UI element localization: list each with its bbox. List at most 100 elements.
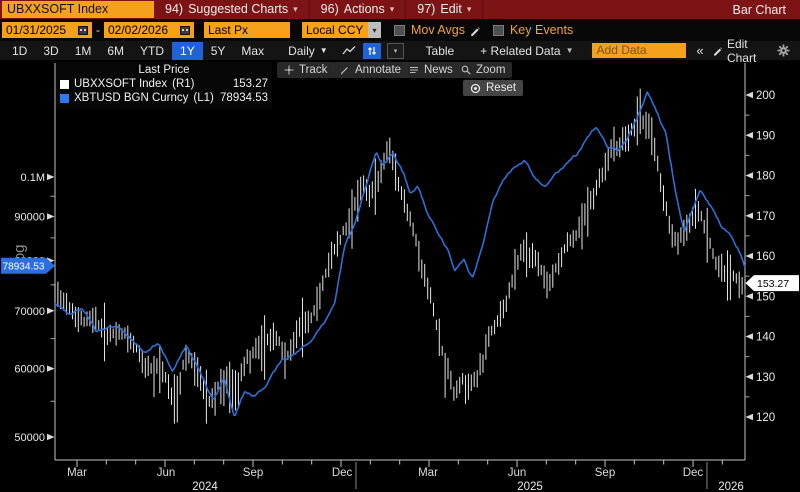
magnifier-icon bbox=[461, 65, 471, 75]
related-data-label: + Related Data bbox=[480, 43, 561, 58]
calendar-icon[interactable] bbox=[180, 25, 190, 35]
menu-label: Suggested Charts bbox=[188, 2, 289, 16]
table-button[interactable]: Table bbox=[425, 43, 455, 58]
annotate-button[interactable]: Annotate bbox=[333, 62, 409, 78]
svg-text:180: 180 bbox=[756, 171, 775, 183]
edit-chart-button[interactable]: Edit Chart bbox=[712, 37, 777, 65]
svg-text:Dec: Dec bbox=[683, 467, 704, 479]
series-last-value: 153.27 bbox=[232, 78, 268, 90]
chevron-down-icon bbox=[390, 0, 395, 19]
series-name: UBXXSOFT Index bbox=[74, 78, 168, 90]
annotate-pencil-icon bbox=[341, 67, 348, 75]
svg-text:2024: 2024 bbox=[192, 481, 218, 492]
menu-number: 96) bbox=[320, 2, 339, 16]
zoom-button[interactable]: Zoom bbox=[454, 62, 513, 78]
chevron-down-icon bbox=[467, 0, 472, 19]
range-1d[interactable]: 1D bbox=[12, 43, 28, 58]
svg-text:90000: 90000 bbox=[14, 211, 45, 223]
settings-button[interactable] bbox=[777, 44, 790, 57]
gear-icon bbox=[777, 44, 790, 57]
calendar-icon[interactable] bbox=[78, 25, 88, 35]
series-swatch-white bbox=[60, 79, 69, 89]
news-icon bbox=[410, 66, 418, 74]
line-chart-icon[interactable] bbox=[340, 43, 359, 59]
date-from-field[interactable]: 01/31/2025 bbox=[2, 22, 92, 38]
add-data-input[interactable]: Add Data bbox=[591, 43, 687, 58]
title-bar: UBXXSOFT Index 94) Suggested Charts 96) … bbox=[0, 0, 800, 19]
menu-actions[interactable]: 96) Actions bbox=[310, 0, 407, 19]
control-bar: 01/31/2025 - 02/02/2026 Last Px Local CC… bbox=[0, 19, 800, 41]
currency-selector[interactable]: Local CCY ▾ bbox=[302, 22, 381, 38]
reset-button[interactable]: Reset bbox=[463, 80, 524, 96]
svg-text:200: 200 bbox=[756, 90, 775, 102]
svg-text:Sep: Sep bbox=[595, 467, 615, 479]
range-ytd[interactable]: YTD bbox=[140, 43, 165, 58]
svg-text:2025: 2025 bbox=[517, 481, 543, 492]
price-chart[interactable]: 50000600007000080000900000.1MLog12013014… bbox=[0, 60, 800, 492]
svg-text:Mar: Mar bbox=[67, 467, 87, 479]
svg-text:70000: 70000 bbox=[14, 306, 45, 318]
mov-avgs-checkbox[interactable] bbox=[394, 24, 405, 36]
legend-row-ubxxsoft[interactable]: UBXXSOFT Index (R1) 153.27 bbox=[60, 77, 268, 91]
zoom-label: Zoom bbox=[476, 64, 506, 76]
track-crosshair-icon bbox=[284, 65, 294, 75]
series-axis: (R1) bbox=[172, 78, 195, 90]
menu-edit[interactable]: 97) Edit bbox=[406, 0, 484, 19]
svg-text:Mar: Mar bbox=[418, 467, 438, 479]
price-field-selector[interactable]: Last Px bbox=[204, 22, 290, 38]
range-max[interactable]: Max bbox=[241, 43, 265, 58]
edit-chart-label: Edit Chart bbox=[726, 36, 757, 65]
svg-text:150: 150 bbox=[756, 291, 775, 303]
normalize-icon[interactable] bbox=[362, 42, 382, 59]
svg-text:140: 140 bbox=[756, 332, 775, 344]
pencil-icon bbox=[713, 47, 722, 56]
currency-value: Local CCY bbox=[306, 23, 364, 37]
series-last-value: 78934.53 bbox=[220, 92, 268, 104]
menu-number: 97) bbox=[417, 2, 436, 16]
svg-text:130: 130 bbox=[756, 372, 775, 384]
legend-title: Last Price bbox=[138, 64, 190, 76]
annotate-label: Annotate bbox=[355, 64, 402, 76]
track-label: Track bbox=[299, 64, 328, 76]
range-1y[interactable]: 1Y bbox=[172, 41, 203, 60]
track-button[interactable]: Track bbox=[277, 62, 335, 78]
collapse-toolbar-button[interactable]: « bbox=[696, 43, 704, 58]
svg-text:Sep: Sep bbox=[243, 467, 263, 479]
range-6m[interactable]: 6M bbox=[107, 43, 125, 58]
menu-label: Actions bbox=[343, 2, 385, 16]
mov-avgs-label: Mov Avgs bbox=[411, 23, 465, 37]
range-5y[interactable]: 5Y bbox=[210, 43, 226, 58]
chevron-down-icon bbox=[566, 42, 574, 60]
chart-options-dropdown[interactable] bbox=[387, 42, 404, 59]
date-range-separator: - bbox=[96, 23, 100, 37]
svg-text:Dec: Dec bbox=[332, 467, 353, 479]
svg-text:60000: 60000 bbox=[14, 364, 45, 376]
range-1m[interactable]: 1M bbox=[74, 43, 92, 58]
svg-text:153.27: 153.27 bbox=[757, 278, 789, 290]
range-3d[interactable]: 3D bbox=[43, 43, 59, 58]
chevron-down-icon bbox=[320, 42, 328, 60]
pencil-icon[interactable] bbox=[469, 25, 480, 36]
svg-text:Jun: Jun bbox=[508, 467, 527, 479]
chart-legend: Last Price UBXXSOFT Index (R1) 153.27 XB… bbox=[56, 62, 272, 109]
news-button[interactable]: News bbox=[402, 62, 460, 78]
svg-text:170: 170 bbox=[756, 211, 775, 223]
menu-label: Edit bbox=[440, 2, 462, 16]
key-events-label: Key Events bbox=[509, 23, 574, 37]
date-from-value: 01/31/2025 bbox=[6, 23, 67, 37]
series-axis: (L1) bbox=[193, 92, 214, 104]
related-data-button[interactable]: + Related Data bbox=[472, 42, 581, 60]
svg-text:2026: 2026 bbox=[718, 481, 744, 492]
key-events-checkbox[interactable] bbox=[492, 24, 504, 36]
date-to-field[interactable]: 02/02/2026 bbox=[104, 22, 194, 38]
series-swatch-blue bbox=[60, 93, 69, 103]
legend-row-xbtusd[interactable]: XBTUSD BGN Curncy (L1) 78934.53 bbox=[60, 91, 268, 105]
svg-text:78934.53: 78934.53 bbox=[3, 262, 45, 273]
security-field[interactable]: UBXXSOFT Index bbox=[2, 1, 154, 18]
chart-type-label: Bar Chart bbox=[732, 2, 787, 17]
svg-text:160: 160 bbox=[756, 251, 775, 263]
chevron-down-icon[interactable]: ▾ bbox=[368, 22, 381, 38]
menu-number: 94) bbox=[165, 2, 184, 16]
period-dropdown[interactable]: Daily bbox=[280, 42, 336, 60]
menu-suggested-charts[interactable]: 94) Suggested Charts bbox=[154, 0, 310, 19]
